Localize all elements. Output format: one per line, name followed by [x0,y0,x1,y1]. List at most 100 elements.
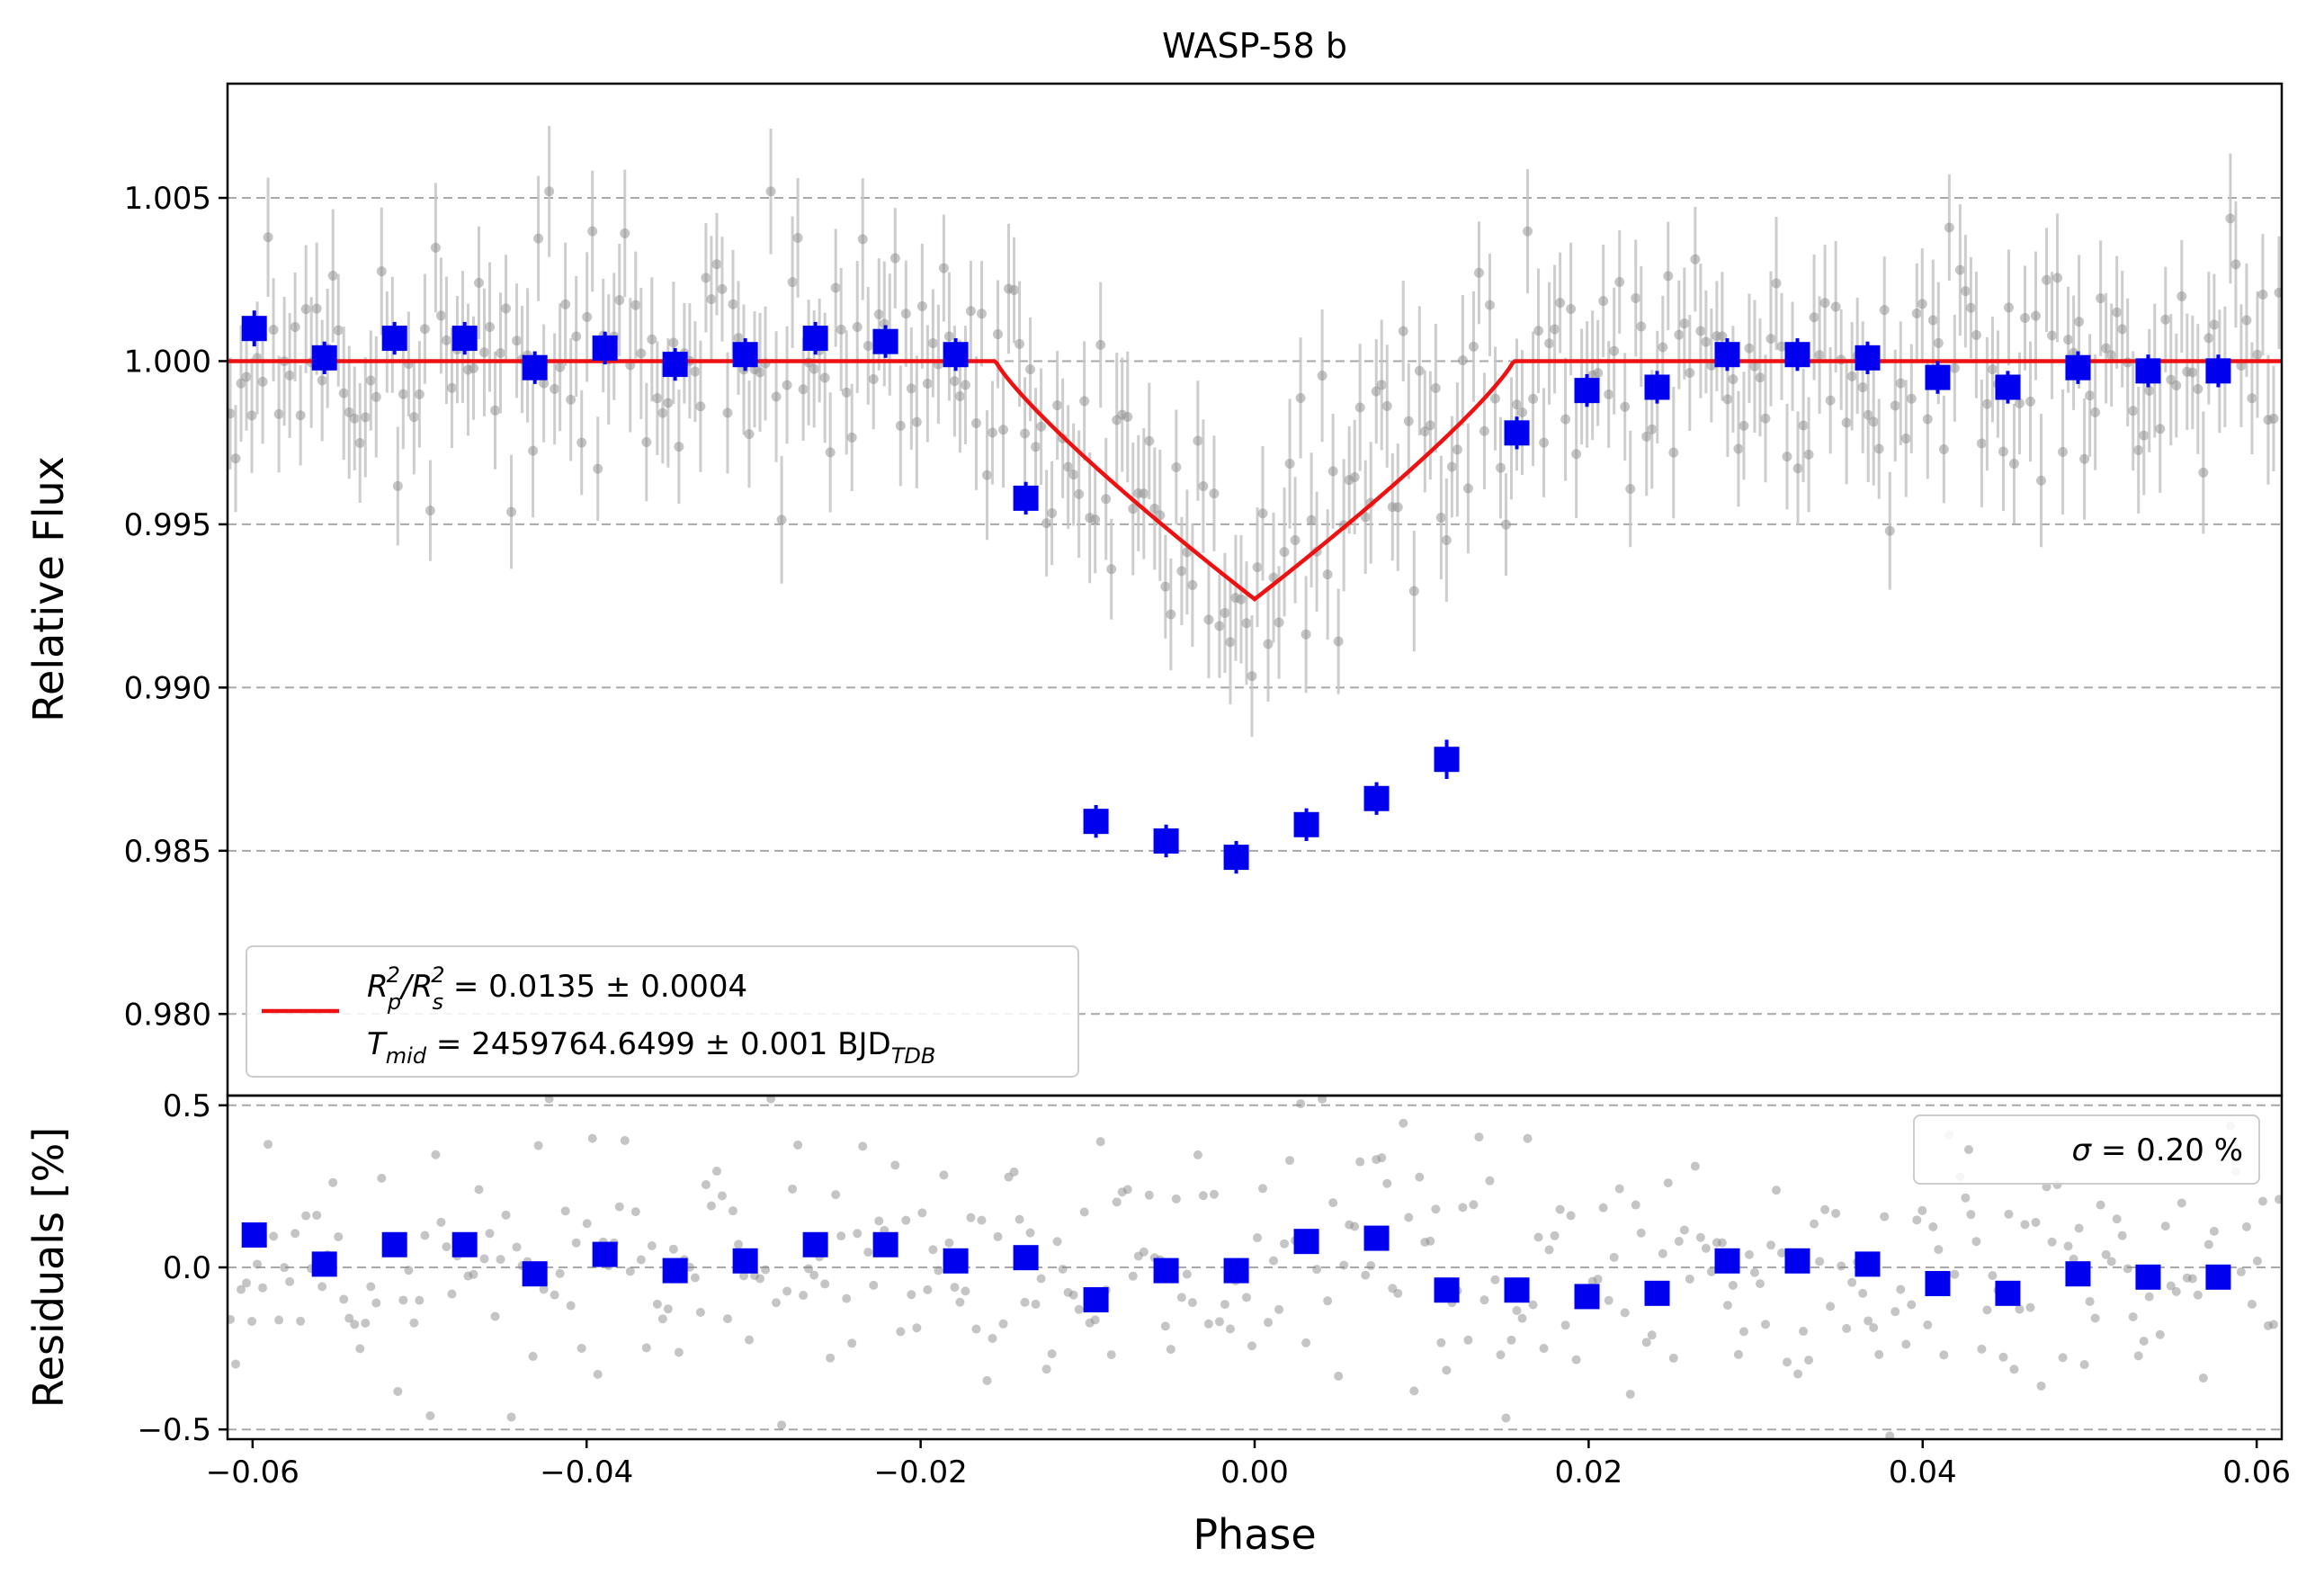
residual-raw-point [1225,1324,1235,1334]
raw-point [1625,483,1636,494]
raw-point [1144,435,1155,446]
raw-point [1236,594,1247,604]
residual-raw-point [328,1177,338,1187]
residual-raw-point [1241,1293,1251,1302]
raw-point [496,348,506,359]
residual-binned-point [2065,1261,2091,1287]
residual-raw-point [1539,1344,1549,1354]
raw-point [922,379,933,389]
raw-point [241,371,252,382]
raw-point [1457,355,1468,366]
residual-raw-point [2063,1241,2073,1251]
raw-point [1722,394,1733,405]
residual-raw-point [1404,1213,1414,1222]
raw-point [1020,428,1031,439]
raw-point [1214,621,1225,631]
legend-residual-marker [1964,1145,1973,1154]
binned-point [1013,485,1039,511]
raw-point [819,372,830,383]
raw-point [1911,308,1922,318]
residual-binned-point [1714,1248,1740,1274]
residual-raw-point [890,1160,900,1170]
residual-raw-point [1517,1313,1527,1323]
residual-raw-point [1506,1335,1516,1345]
residual-ytick-label: 0.0 [163,1250,211,1286]
raw-point [392,480,403,491]
residual-raw-point [1463,1335,1473,1345]
raw-point [2155,424,2166,434]
binned-point [2065,354,2091,380]
raw-point [425,506,435,516]
residual-raw-point [1025,1228,1035,1238]
residual-raw-point [901,1215,911,1225]
raw-point [2193,383,2203,394]
residual-raw-point [1350,1222,1360,1231]
raw-point [841,387,852,398]
residual-raw-point [2257,1196,2267,1206]
residual-raw-point [1977,1344,1987,1354]
residual-raw-point [896,1327,906,1337]
residual-raw-point [1804,1356,1814,1365]
residual-raw-point [290,1229,300,1239]
raw-point [533,233,544,244]
raw-point [555,362,566,372]
raw-point [2117,324,2128,335]
raw-point [550,383,560,394]
residual-raw-point [728,1206,737,1216]
raw-point [674,442,684,452]
raw-point [900,309,911,319]
residual-raw-point [1339,1260,1349,1270]
raw-point [2052,273,2063,283]
raw-point [2203,333,2214,344]
residual-raw-point [869,1280,879,1290]
residual-raw-point [761,1265,771,1275]
residual-raw-point [1566,1211,1576,1221]
raw-point [690,366,701,377]
raw-point [2236,361,2247,371]
residual-raw-point [1695,1232,1705,1242]
binned-point [241,316,267,342]
raw-point [506,506,517,517]
residual-raw-point [2209,1226,2219,1236]
binned-point [592,335,618,361]
residual-raw-point [1436,1338,1446,1347]
residual-binned-point [1083,1287,1109,1313]
raw-point [2230,259,2241,270]
raw-point [1765,334,1776,345]
residual-raw-point [539,1284,549,1294]
main-grid [228,197,2282,1016]
raw-point [2171,380,2182,391]
residual-raw-point [285,1276,295,1286]
residual-raw-point [1323,1296,1333,1306]
binned-point [311,345,337,371]
residual-raw-point [826,1353,836,1363]
residual-raw-point [733,1239,743,1249]
raw-point [1079,396,1090,407]
raw-point [1090,515,1101,525]
residual-raw-point [982,1375,992,1385]
residual-raw-point [2004,1209,2014,1219]
raw-point [836,324,846,335]
raw-point [1533,326,1544,336]
raw-point [1620,401,1631,412]
residual-raw-point [1961,1193,1971,1203]
residual-binned-data [241,1222,2231,1313]
raw-point [1987,364,1998,375]
residual-raw-point [2085,1296,2095,1306]
raw-point [1263,639,1274,649]
raw-point [333,325,344,336]
raw-point [1825,395,1836,406]
raw-point [263,232,273,243]
residual-raw-point [614,1202,624,1212]
raw-point [911,416,922,427]
raw-point [1290,534,1301,545]
residual-raw-point [1523,1133,1533,1143]
raw-point [1998,446,2008,457]
residual-raw-point [2252,1256,2262,1266]
raw-point [408,412,419,423]
residual-raw-point [772,1298,782,1308]
xtick-label: −0.04 [540,1454,633,1490]
raw-point [1241,618,1252,629]
residual-raw-point [1907,1300,1917,1310]
residual-raw-point [1269,1256,1279,1266]
